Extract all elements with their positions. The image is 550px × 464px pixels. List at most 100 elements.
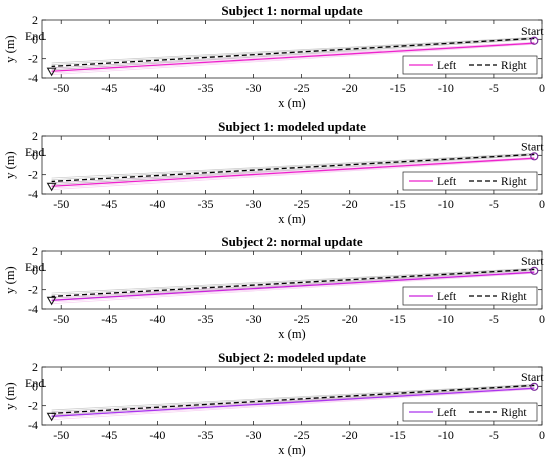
- x-tick-label: -15: [390, 428, 406, 442]
- subplot-1: Subject 1: normal update-50 -45 -40 -35 -30-…: [3, 3, 545, 110]
- legend-entry-left: Left: [437, 176, 457, 188]
- x-tick-label: -40: [149, 312, 165, 326]
- trajectory-spread-line: [51, 155, 535, 186]
- x-tick-label: -30: [246, 312, 262, 326]
- series-line-left: [51, 157, 535, 187]
- y-tick-label: 2: [32, 13, 38, 27]
- end-marker: [46, 67, 57, 77]
- legend-entry-left: Left: [437, 291, 457, 303]
- end-label: End: [25, 145, 44, 159]
- start-label: Start: [521, 370, 544, 384]
- subplot-4: Subject 2: modeled update-50 -45 -40 -35 -30…: [3, 350, 545, 457]
- trajectory-spread-line: [51, 158, 535, 189]
- series-line-left: [51, 271, 535, 301]
- x-tick-label: -5: [489, 197, 499, 211]
- trajectory-spread-line: [51, 37, 535, 66]
- legend-entry-right: Right: [501, 407, 527, 419]
- x-tick-label: -35: [197, 197, 213, 211]
- y-tick-label: 0: [32, 263, 38, 277]
- x-tick-label: -5: [489, 312, 499, 326]
- x-tick-label: -45: [101, 81, 117, 95]
- series-line-right: [51, 37, 535, 68]
- start-label: Start: [521, 24, 544, 38]
- y-axis-label: y (m): [3, 382, 17, 409]
- y-tick-label: 0: [32, 379, 38, 393]
- legend-entry-right: Right: [501, 291, 527, 303]
- x-tick-label: -25: [294, 81, 310, 95]
- end-marker: [46, 296, 57, 306]
- y-tick-label: 0: [32, 32, 38, 46]
- legend-entry-left: Left: [437, 407, 457, 419]
- end-label: End: [25, 29, 44, 43]
- end-marker: [46, 412, 57, 422]
- x-tick-label: -20: [342, 81, 358, 95]
- y-tick-label: -4: [28, 302, 38, 316]
- x-tick-label: -15: [390, 81, 406, 95]
- x-tick-label: -40: [149, 428, 165, 442]
- series-line-right: [51, 384, 535, 415]
- trajectory-spread-line: [51, 43, 535, 75]
- start-label: Start: [521, 254, 544, 268]
- x-tick-label: 0: [539, 312, 545, 326]
- trajectory-spread-line: [51, 384, 535, 411]
- series-line-left: [51, 42, 535, 72]
- x-axis-label: x (m): [278, 96, 305, 110]
- x-tick-label: -35: [197, 81, 213, 95]
- y-tick-label: -2: [28, 283, 38, 297]
- legend: Left Right: [402, 171, 538, 191]
- x-tick-label: -15: [390, 197, 406, 211]
- series-line-right: [51, 153, 535, 183]
- legend: Left Right: [402, 402, 538, 422]
- y-axis-label: y (m): [3, 266, 17, 293]
- trajectory-spread-line: [51, 388, 535, 421]
- x-tick-label: -50: [53, 428, 69, 442]
- legend-entry-right: Right: [501, 60, 527, 72]
- x-tick-label: -50: [53, 197, 69, 211]
- x-tick-label: -5: [489, 428, 499, 442]
- start-marker: [530, 382, 539, 391]
- trajectory-spread-line: [51, 158, 535, 190]
- start-label: Start: [521, 139, 544, 153]
- trajectory-spread-line: [51, 384, 535, 413]
- legend-entry-left: Left: [437, 60, 457, 72]
- y-tick-label: -2: [28, 399, 38, 413]
- trajectory-spread-line: [51, 385, 535, 416]
- trajectory-spread-line: [51, 154, 535, 184]
- start-marker: [530, 36, 539, 45]
- y-tick-label: 0: [32, 148, 38, 162]
- y-tick-label: 2: [32, 244, 38, 258]
- trajectory-spread-line: [51, 269, 535, 299]
- x-tick-label: -10: [438, 81, 454, 95]
- plot-title: Subject 1: modeled update: [218, 119, 366, 134]
- x-tick-label: -10: [438, 197, 454, 211]
- x-tick-label: -40: [149, 197, 165, 211]
- x-tick-label: -45: [101, 312, 117, 326]
- start-marker: [530, 152, 539, 161]
- end-marker: [46, 182, 57, 192]
- y-tick-label: -2: [28, 168, 38, 182]
- x-tick-label: -25: [294, 197, 310, 211]
- x-tick-label: -15: [390, 312, 406, 326]
- subplot-2: Subject 1: modeled update-50 -45 -40 -35 -30…: [3, 119, 545, 226]
- start-marker: [530, 266, 539, 275]
- trajectory-spread-line: [51, 37, 535, 64]
- x-tick-label: -20: [342, 428, 358, 442]
- y-axis-label: y (m): [3, 35, 17, 62]
- y-axis-label: y (m): [3, 151, 17, 178]
- x-tick-label: -5: [489, 81, 499, 95]
- trajectory-spread-line: [51, 39, 535, 71]
- x-tick-label: 0: [539, 81, 545, 95]
- x-tick-label: -10: [438, 428, 454, 442]
- x-tick-label: -35: [197, 312, 213, 326]
- series-line-right: [51, 268, 535, 298]
- y-tick-label: 2: [32, 129, 38, 143]
- x-tick-label: -50: [53, 81, 69, 95]
- legend: Left Right: [402, 55, 538, 75]
- x-tick-label: -25: [294, 428, 310, 442]
- x-tick-label: -45: [101, 428, 117, 442]
- series-line-left: [51, 387, 535, 417]
- x-tick-label: -35: [197, 428, 213, 442]
- trajectory-spread-line: [51, 268, 535, 294]
- trajectory-spread-line: [51, 272, 535, 305]
